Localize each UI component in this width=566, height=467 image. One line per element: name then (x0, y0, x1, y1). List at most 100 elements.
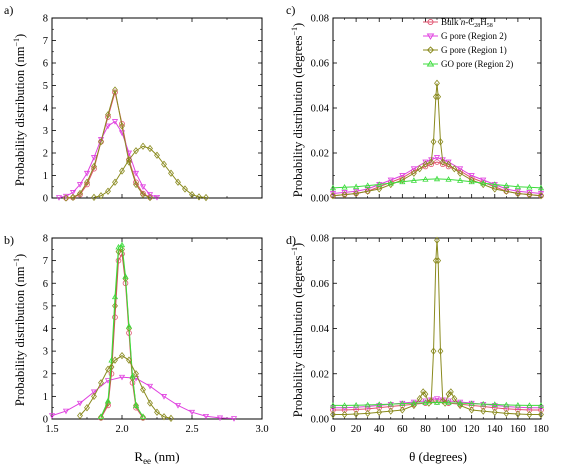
legend-label-go-region2: GO pore (Region 2) (441, 59, 513, 69)
series-go-pore-region-2-point (132, 402, 140, 408)
x-tick-label: 140 (487, 424, 503, 435)
series-g-pore-region-1-point (445, 390, 452, 398)
y-tick-label: 5 (43, 301, 48, 312)
y-tick-label: 2 (43, 369, 48, 380)
ylabel-panel-d: Probability distribution (degrees−1) (290, 243, 305, 417)
series-g-pore-region-1-wide-point (84, 404, 90, 412)
series-g-pore-region-2-point (433, 155, 441, 161)
y-tick-label: 0 (43, 194, 48, 205)
series-go-pore-region-2-point (468, 178, 475, 185)
series-g-pore-region-2-point (468, 173, 475, 179)
x-tick-label: 60 (397, 424, 408, 435)
series-go-pore-region-2-point (410, 177, 417, 183)
y-tick-label: 8 (43, 14, 48, 25)
series-g-pore-region-1-point (105, 111, 111, 119)
series-g-pore-region-1-point (503, 409, 510, 417)
ylabel-panel-c: Probability distribution (degrees−1) (290, 23, 305, 197)
series-g-pore-region-2-point (216, 415, 224, 422)
series-g-pore-region-1-line (333, 240, 541, 415)
series-g-pore-region-1-point (480, 407, 487, 415)
series-g-pore-region-1-point (140, 190, 146, 199)
series-g-pore-region-1-point (387, 407, 394, 415)
series-g-pore-region-2-line (332, 156, 542, 194)
y-tick-label: 0.08 (311, 14, 329, 25)
series-go-pore-region-2-point (139, 413, 147, 420)
series-g-pore-region-2-point (55, 195, 63, 201)
series-go-pore-region-2-point (399, 178, 406, 185)
series-g-pore-region-1-point (119, 122, 125, 130)
x-tick-label: 2.5 (185, 424, 198, 435)
series-bulk-n-c28h58-line (100, 252, 144, 419)
series-g-pore-region-2-point (433, 396, 441, 402)
series-g-pore-region-1-point (430, 138, 437, 146)
y-tick-label: 7 (43, 36, 48, 47)
series-g-pore-region-2-point (90, 155, 98, 161)
series-go-pore-region-2-point (111, 293, 119, 300)
series-g-pore-region-1-point (133, 401, 139, 410)
series-g-pore-region-1-point (84, 178, 90, 186)
series-go-pore-region-2-point (387, 400, 394, 407)
series-bulk-n-c28h58-point (112, 89, 118, 96)
series-g-pore-region-1-point (330, 192, 336, 200)
series-g-pore-region-2-point (230, 416, 238, 422)
series-g-pore-region-2-point (139, 184, 147, 190)
series-g-pore-region-1-line (100, 248, 144, 418)
series-go-pore-region-2-line (100, 243, 144, 418)
series-g-pore-region-1-point (447, 388, 454, 396)
series-go-pore-region-2-point (491, 401, 498, 407)
series-g-pore-region-1-wide-point (140, 142, 146, 150)
series-g-pore-region-2-point (111, 119, 119, 125)
ylabel-panel-b: Probability distribution (nm−1) (12, 254, 27, 406)
series-go-pore-region-2-point (353, 401, 360, 408)
xlabel-theta: θ (degrees) (409, 449, 467, 464)
xlabel-ree: Ree (nm) (134, 449, 179, 466)
series-g-pore-region-2-point (445, 398, 452, 405)
series-g-pore-region-1-point (468, 176, 475, 184)
panel-label-a: a) (4, 3, 13, 17)
series-go-pore-region-2-point (514, 183, 521, 190)
series-g-pore-region-1-point (98, 138, 104, 146)
series-go-pore-region-2-point (433, 399, 441, 405)
series-g-pore-region-1-point (428, 158, 435, 166)
legend-marker-bulk (427, 18, 434, 26)
series-go-pore-region-2-point (364, 182, 371, 188)
y-tick-label: 6 (43, 59, 48, 70)
series-g-pore-region-1-point (445, 160, 452, 168)
x-tick-label: 1.5 (45, 424, 58, 435)
series-g-pore-region-1-wide-point (126, 156, 132, 164)
plot-frame (51, 17, 263, 199)
series-g-pore-region-2-point (48, 413, 56, 419)
y-tick-label: 0.04 (311, 104, 330, 115)
y-tick-label: 7 (43, 256, 48, 267)
series-g-pore-region-1-point (434, 236, 440, 244)
series-g-pore-region-1-wide-point (91, 392, 97, 401)
series-g-pore-region-1-point (63, 194, 69, 202)
series-g-pore-region-1-point (140, 413, 146, 421)
series-go-pore-region-2-point (480, 400, 487, 407)
y-tick-label: 4 (43, 104, 49, 115)
series-g-pore-region-1-point (364, 187, 371, 195)
series-g-pore-region-2-point (90, 389, 98, 396)
series-g-pore-region-1-wide-point (175, 178, 181, 186)
series-g-pore-region-1-point (416, 394, 423, 403)
x-tick-label: 3.0 (255, 424, 268, 435)
series-g-pore-region-1-point (416, 165, 423, 173)
series-g-pore-region-1-point (376, 185, 383, 193)
series-g-pore-region-1-point (428, 397, 435, 405)
x-tick-label: 180 (533, 424, 549, 435)
series-go-pore-region-2-point (387, 179, 394, 186)
y-tick-label: 0.06 (311, 59, 329, 70)
series-g-pore-region-2-point (202, 413, 210, 420)
plot-frame (332, 17, 542, 199)
series-g-pore-region-1-point (376, 408, 383, 416)
series-g-pore-region-2-point (410, 166, 417, 172)
panel-label-d: d) (286, 233, 296, 247)
series-g-pore-region-1-point (437, 347, 444, 355)
series-g-pore-region-1-wide-point (112, 356, 118, 364)
y-tick-label: 1 (43, 392, 48, 403)
series-g-pore-region-1-wide-line (93, 145, 207, 199)
series-g-pore-region-1-wide-point (203, 193, 209, 202)
y-tick-label: 8 (43, 234, 48, 245)
series-go-pore-region-2-point (353, 183, 360, 190)
